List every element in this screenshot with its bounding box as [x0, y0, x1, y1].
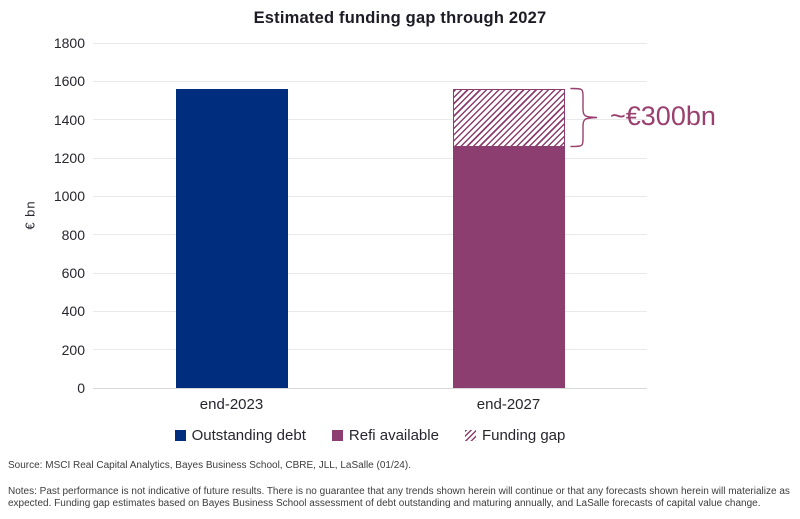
gridline-400 — [93, 310, 647, 312]
legend-label: Outstanding debt — [191, 427, 306, 444]
legend-label: Funding gap — [481, 427, 566, 444]
legend-item-funding-gap: Funding gap — [464, 427, 566, 444]
gridline-1600 — [93, 80, 647, 82]
legend-swatch-icon — [174, 430, 186, 441]
annotation-label: ~€300bn — [610, 101, 716, 131]
legend-label: Refi available — [348, 427, 439, 444]
y-tick-label-200: 200 — [61, 341, 85, 358]
gridline-1000 — [93, 195, 647, 197]
legend-swatch-icon — [464, 430, 476, 441]
y-tick-label-1800: 1800 — [53, 35, 85, 51]
gridline-1200 — [93, 157, 647, 159]
y-tick-label-800: 800 — [61, 226, 85, 243]
gridline-600 — [93, 272, 647, 274]
gridline-800 — [93, 234, 647, 236]
legend-item-refi-available: Refi available — [331, 427, 439, 444]
x-tick-label-end-2027: end-2027 — [476, 396, 541, 413]
source-text: Source: MSCI Real Capital Analytics, Bay… — [8, 460, 411, 471]
gridline-0 — [93, 387, 647, 389]
legend-swatch-icon — [331, 430, 343, 441]
y-tick-label-1000: 1000 — [53, 188, 85, 205]
legend: Outstanding debt Refi available Funding ga… — [0, 427, 740, 444]
gridline-1800 — [93, 42, 647, 44]
y-tick-label-1200: 1200 — [53, 150, 85, 166]
annotation-brace — [570, 87, 598, 148]
y-tick-label-400: 400 — [61, 303, 85, 320]
y-tick-label-600: 600 — [61, 265, 85, 281]
chart-title: Estimated funding gap through 2027 — [253, 9, 547, 27]
gridline-200 — [93, 349, 647, 351]
legend-item-outstanding-debt: Outstanding debt — [174, 427, 306, 444]
gridline-1400 — [93, 119, 647, 121]
bar-end-2027-refi-available — [452, 146, 565, 388]
bar-end-2027-funding-gap — [452, 89, 565, 147]
y-tick-label-1600: 1600 — [53, 73, 85, 90]
notes-text: Notes: Past performance is not indicativ… — [8, 486, 790, 509]
plot-area — [93, 42, 647, 389]
y-tick-label-0: 0 — [77, 380, 85, 396]
y-tick-label-1400: 1400 — [53, 111, 85, 128]
x-tick-label-end-2023: end-2023 — [199, 396, 264, 413]
bar-end-2023-outstanding-debt — [175, 89, 288, 388]
